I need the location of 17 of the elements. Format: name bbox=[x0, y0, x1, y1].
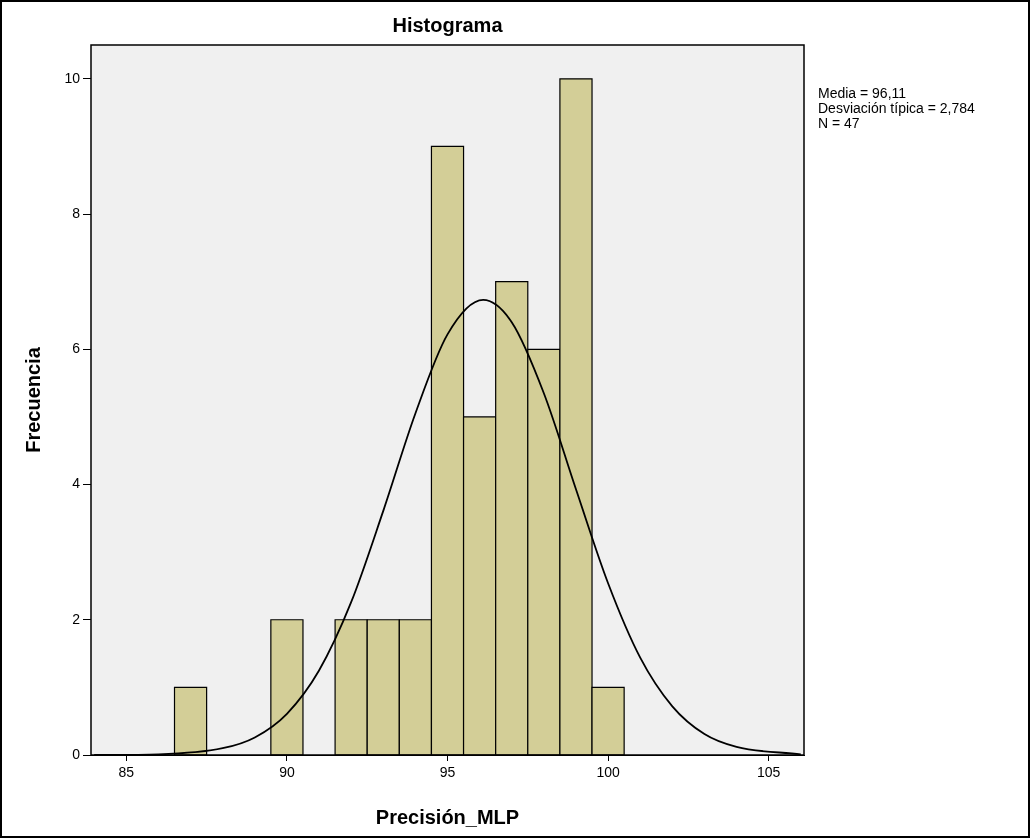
x-axis-title: Precisión_MLP bbox=[374, 806, 521, 829]
y-tick-label: 10 bbox=[64, 69, 81, 86]
y-tick-label: 6 bbox=[72, 340, 81, 357]
y-axis-title: Frecuencia bbox=[21, 347, 45, 453]
x-tick-label: 105 bbox=[756, 764, 781, 781]
x-tick-label: 90 bbox=[279, 764, 295, 781]
text: Desviación típica = 2,784 bbox=[818, 100, 975, 116]
y-tick-label: 2 bbox=[72, 610, 81, 627]
text: Media = 96,11 bbox=[818, 85, 908, 101]
x-tick-label: 85 bbox=[118, 764, 135, 781]
chart-title: Histograma bbox=[391, 14, 504, 37]
x-tick-label: 100 bbox=[596, 764, 620, 781]
text: N = 47 bbox=[818, 115, 861, 131]
y-tick-label: 4 bbox=[72, 475, 81, 492]
y-tick-label: 0 bbox=[72, 745, 81, 762]
y-tick-label: 8 bbox=[72, 204, 81, 221]
x-tick-label: 95 bbox=[439, 764, 456, 781]
